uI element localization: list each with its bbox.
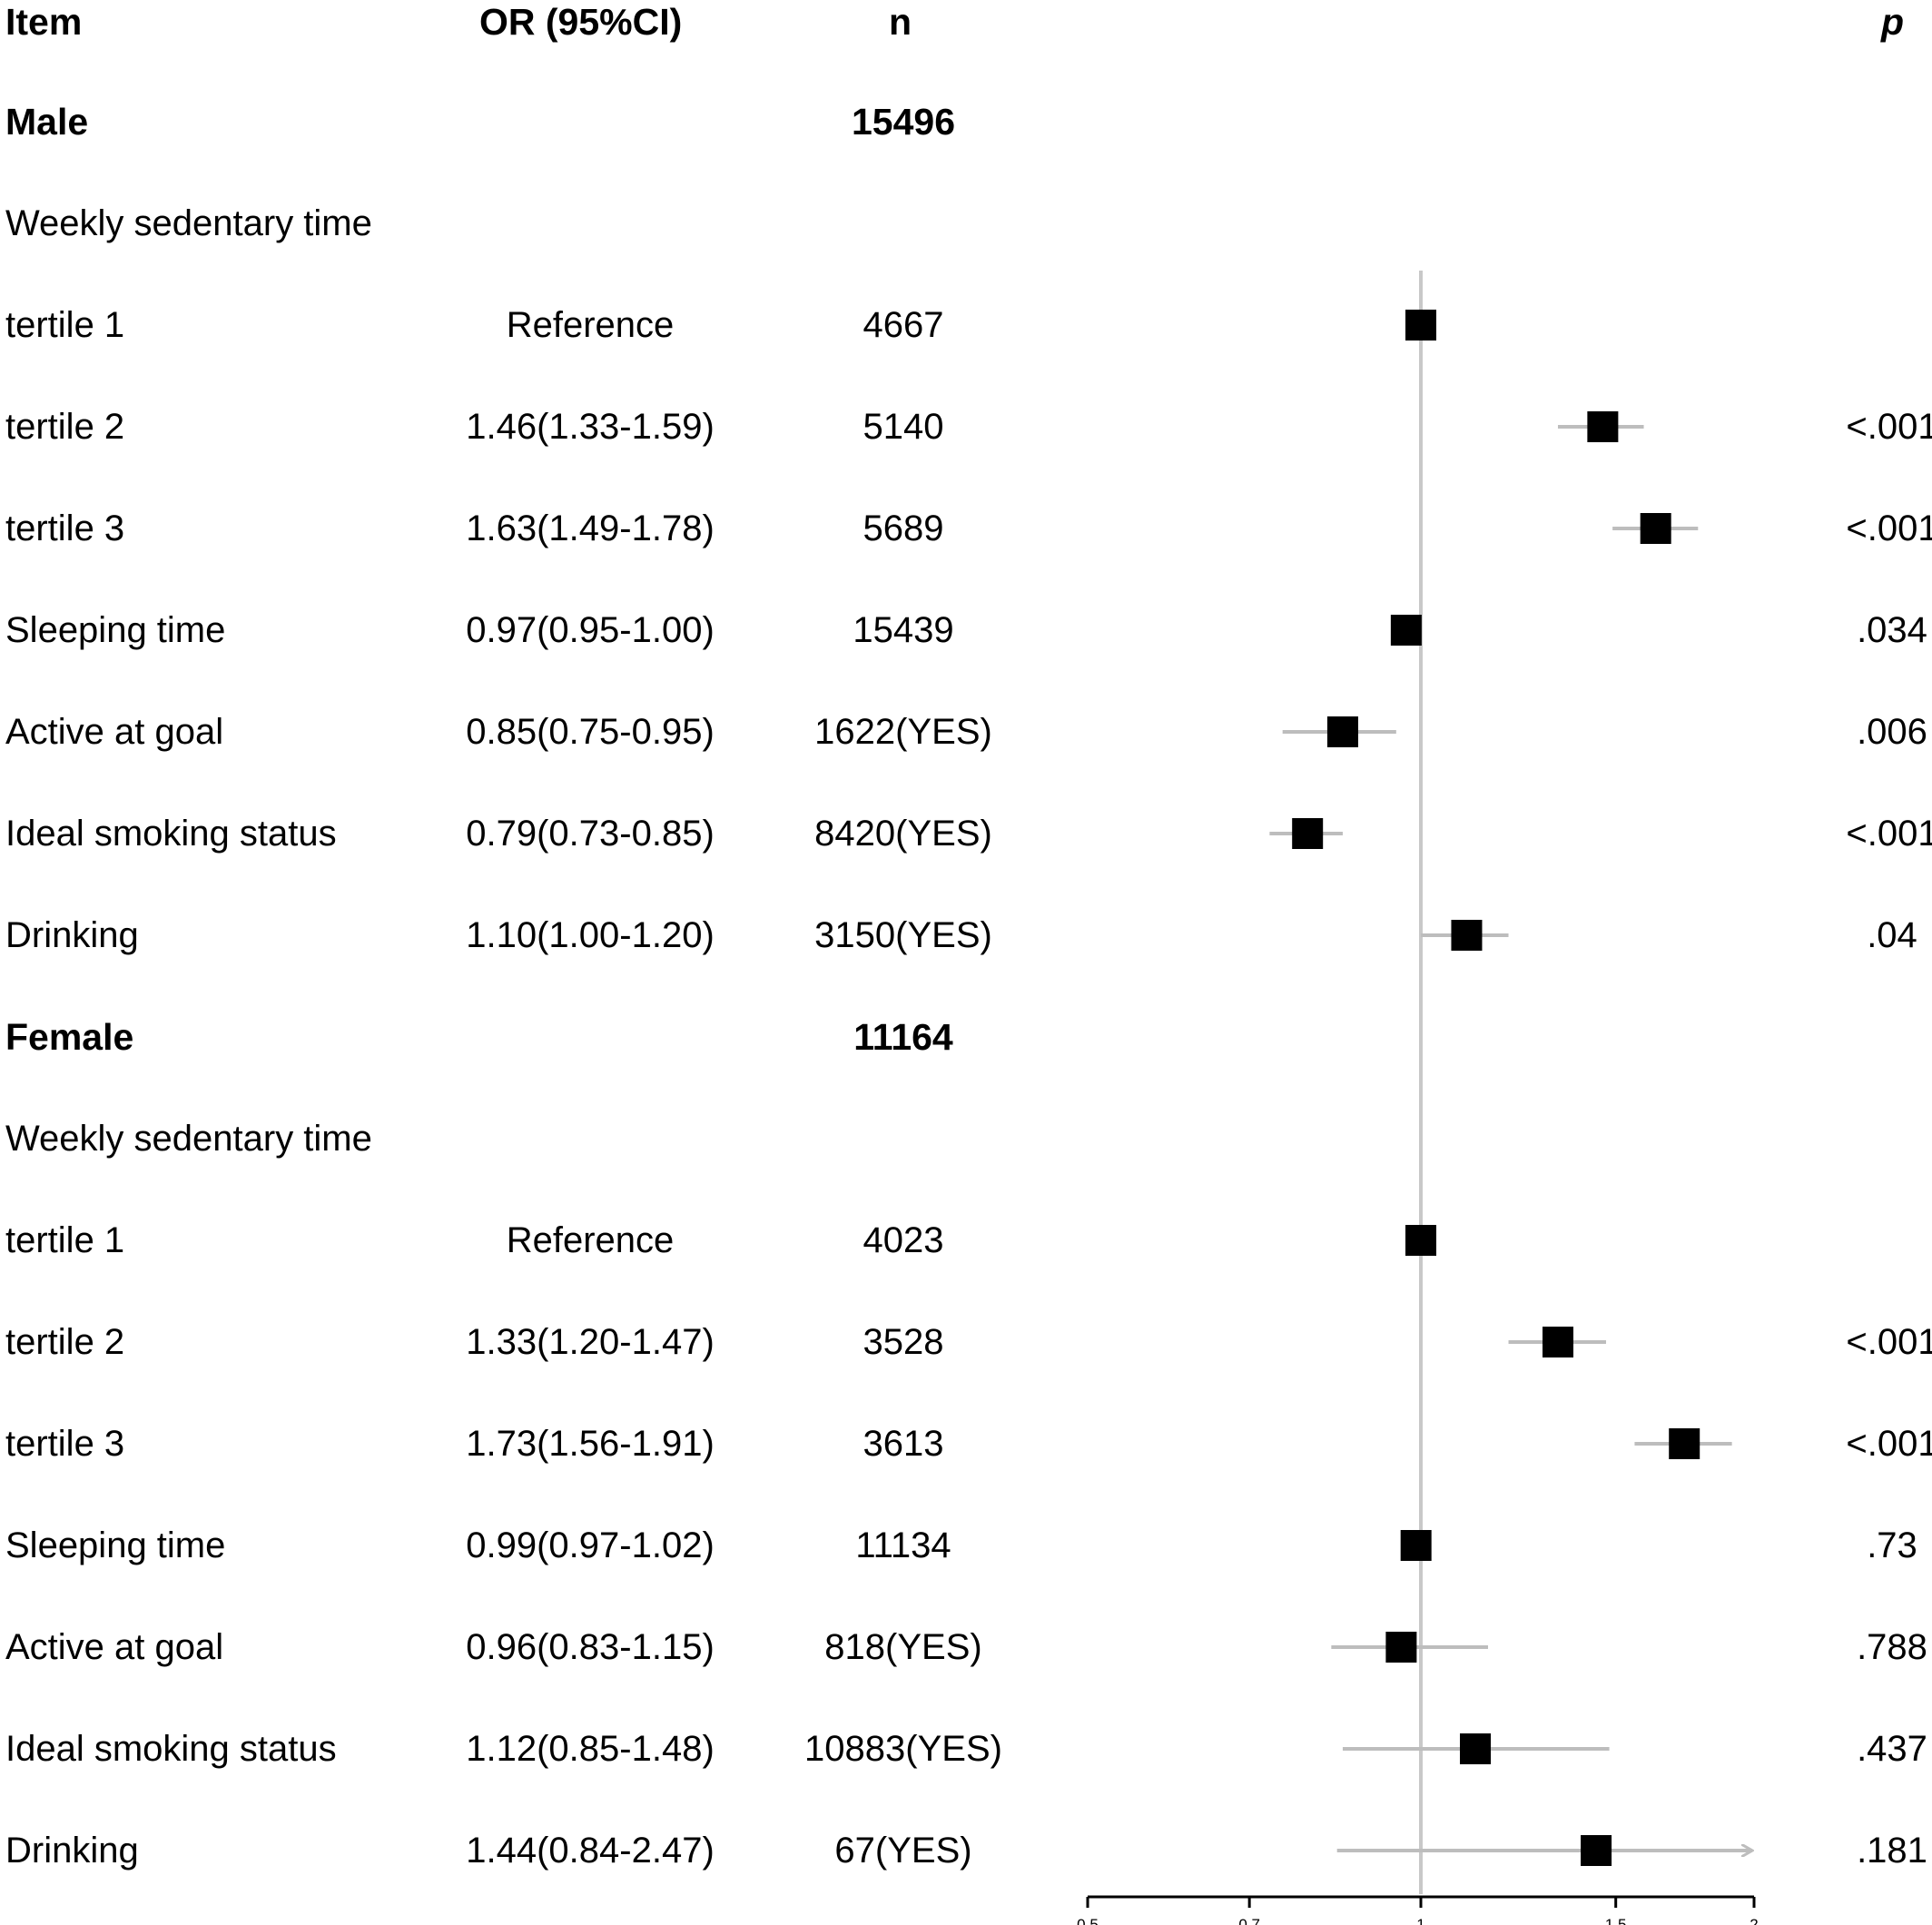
table-row: tertile 3 1.73(1.56-1.91) 3613 <.001 bbox=[0, 1417, 1932, 1471]
item-label: Male bbox=[5, 101, 89, 143]
or-marker-0 bbox=[1405, 310, 1436, 341]
item-label: Sleeping time bbox=[5, 610, 226, 650]
item-label: Weekly sedentary time bbox=[5, 1119, 372, 1159]
table-row: tertile 1 Reference 4667 bbox=[0, 298, 1932, 352]
group-row: Female 11164 bbox=[0, 1010, 1932, 1064]
or-marker-11 bbox=[1385, 1632, 1417, 1663]
table-row: Drinking 1.44(0.84-2.47) 67(YES) .181 bbox=[0, 1823, 1932, 1878]
or-marker-10 bbox=[1400, 1530, 1432, 1561]
header-p: p bbox=[1881, 1, 1905, 43]
or-marker-3 bbox=[1390, 615, 1422, 646]
table-row: tertile 2 1.46(1.33-1.59) 5140 <.001 bbox=[0, 400, 1932, 454]
x-tick-label-2: 1 bbox=[1416, 1916, 1424, 1925]
item-label: Ideal smoking status bbox=[5, 814, 337, 854]
table-row: Sleeping time 0.99(0.97-1.02) 11134.73 bbox=[0, 1518, 1932, 1573]
subheader-row: Weekly sedentary time bbox=[0, 196, 1932, 251]
item-label: tertile 3 bbox=[5, 1424, 125, 1464]
or-marker-6 bbox=[1451, 920, 1483, 951]
x-tick-label-1: 0.7 bbox=[1238, 1916, 1260, 1925]
item-label: Sleeping time bbox=[5, 1525, 226, 1565]
or-marker-4 bbox=[1326, 716, 1358, 747]
item-label: tertile 1 bbox=[5, 305, 125, 345]
item-label: Active at goal bbox=[5, 1627, 224, 1667]
x-tick-label-3: 1.5 bbox=[1605, 1916, 1627, 1925]
item-label: Female bbox=[5, 1016, 134, 1058]
subheader-row: Weekly sedentary time bbox=[0, 1111, 1932, 1166]
table-row: Ideal smoking status 1.12(0.85-1.48) 10883… bbox=[0, 1722, 1932, 1776]
table-row: Ideal smoking status 0.79(0.73-0.85) 8420(… bbox=[0, 806, 1932, 861]
item-label: Weekly sedentary time bbox=[5, 203, 372, 243]
item-label: tertile 1 bbox=[5, 1220, 125, 1260]
table-row: tertile 3 1.63(1.49-1.78) 5689 <.001 bbox=[0, 501, 1932, 556]
item-label: tertile 3 bbox=[5, 508, 125, 548]
item-label: Drinking bbox=[5, 1831, 139, 1871]
header-n: n bbox=[889, 1, 912, 43]
table-row: Active at goal 0.96(0.83-1.15) 818(YES) .78… bbox=[0, 1620, 1932, 1674]
table-row: Drinking 1.10(1.00-1.20) 3150(YES) .04 bbox=[0, 908, 1932, 962]
or-marker-2 bbox=[1640, 513, 1671, 544]
group-row: Male 15496 bbox=[0, 94, 1932, 149]
or-marker-7 bbox=[1405, 1225, 1436, 1256]
table-row: tertile 2 1.33(1.20-1.47) 3528 <.001 bbox=[0, 1315, 1932, 1369]
header-or: OR (95%CI) bbox=[479, 1, 683, 43]
or-marker-13 bbox=[1581, 1835, 1612, 1866]
item-label: tertile 2 bbox=[5, 1322, 125, 1362]
or-marker-1 bbox=[1587, 411, 1619, 442]
or-marker-9 bbox=[1669, 1428, 1700, 1459]
x-tick-label-4: 2 bbox=[1750, 1916, 1758, 1925]
table-row: Sleeping time 0.97(0.95-1.00) 15439.034 bbox=[0, 603, 1932, 657]
item-label: Drinking bbox=[5, 915, 139, 955]
x-tick-label-0: 0.5 bbox=[1077, 1916, 1099, 1925]
table-row: Active at goal 0.85(0.75-0.95) 1622(YES) .0… bbox=[0, 705, 1932, 759]
table-row: tertile 1 Reference 4023 bbox=[0, 1213, 1932, 1268]
item-label: Active at goal bbox=[5, 712, 224, 752]
item-label: tertile 2 bbox=[5, 407, 125, 447]
or-marker-12 bbox=[1460, 1733, 1492, 1764]
header-item: Item bbox=[5, 1, 83, 43]
or-marker-5 bbox=[1292, 818, 1324, 849]
or-marker-8 bbox=[1542, 1327, 1573, 1357]
item-label: Ideal smoking status bbox=[5, 1729, 337, 1769]
